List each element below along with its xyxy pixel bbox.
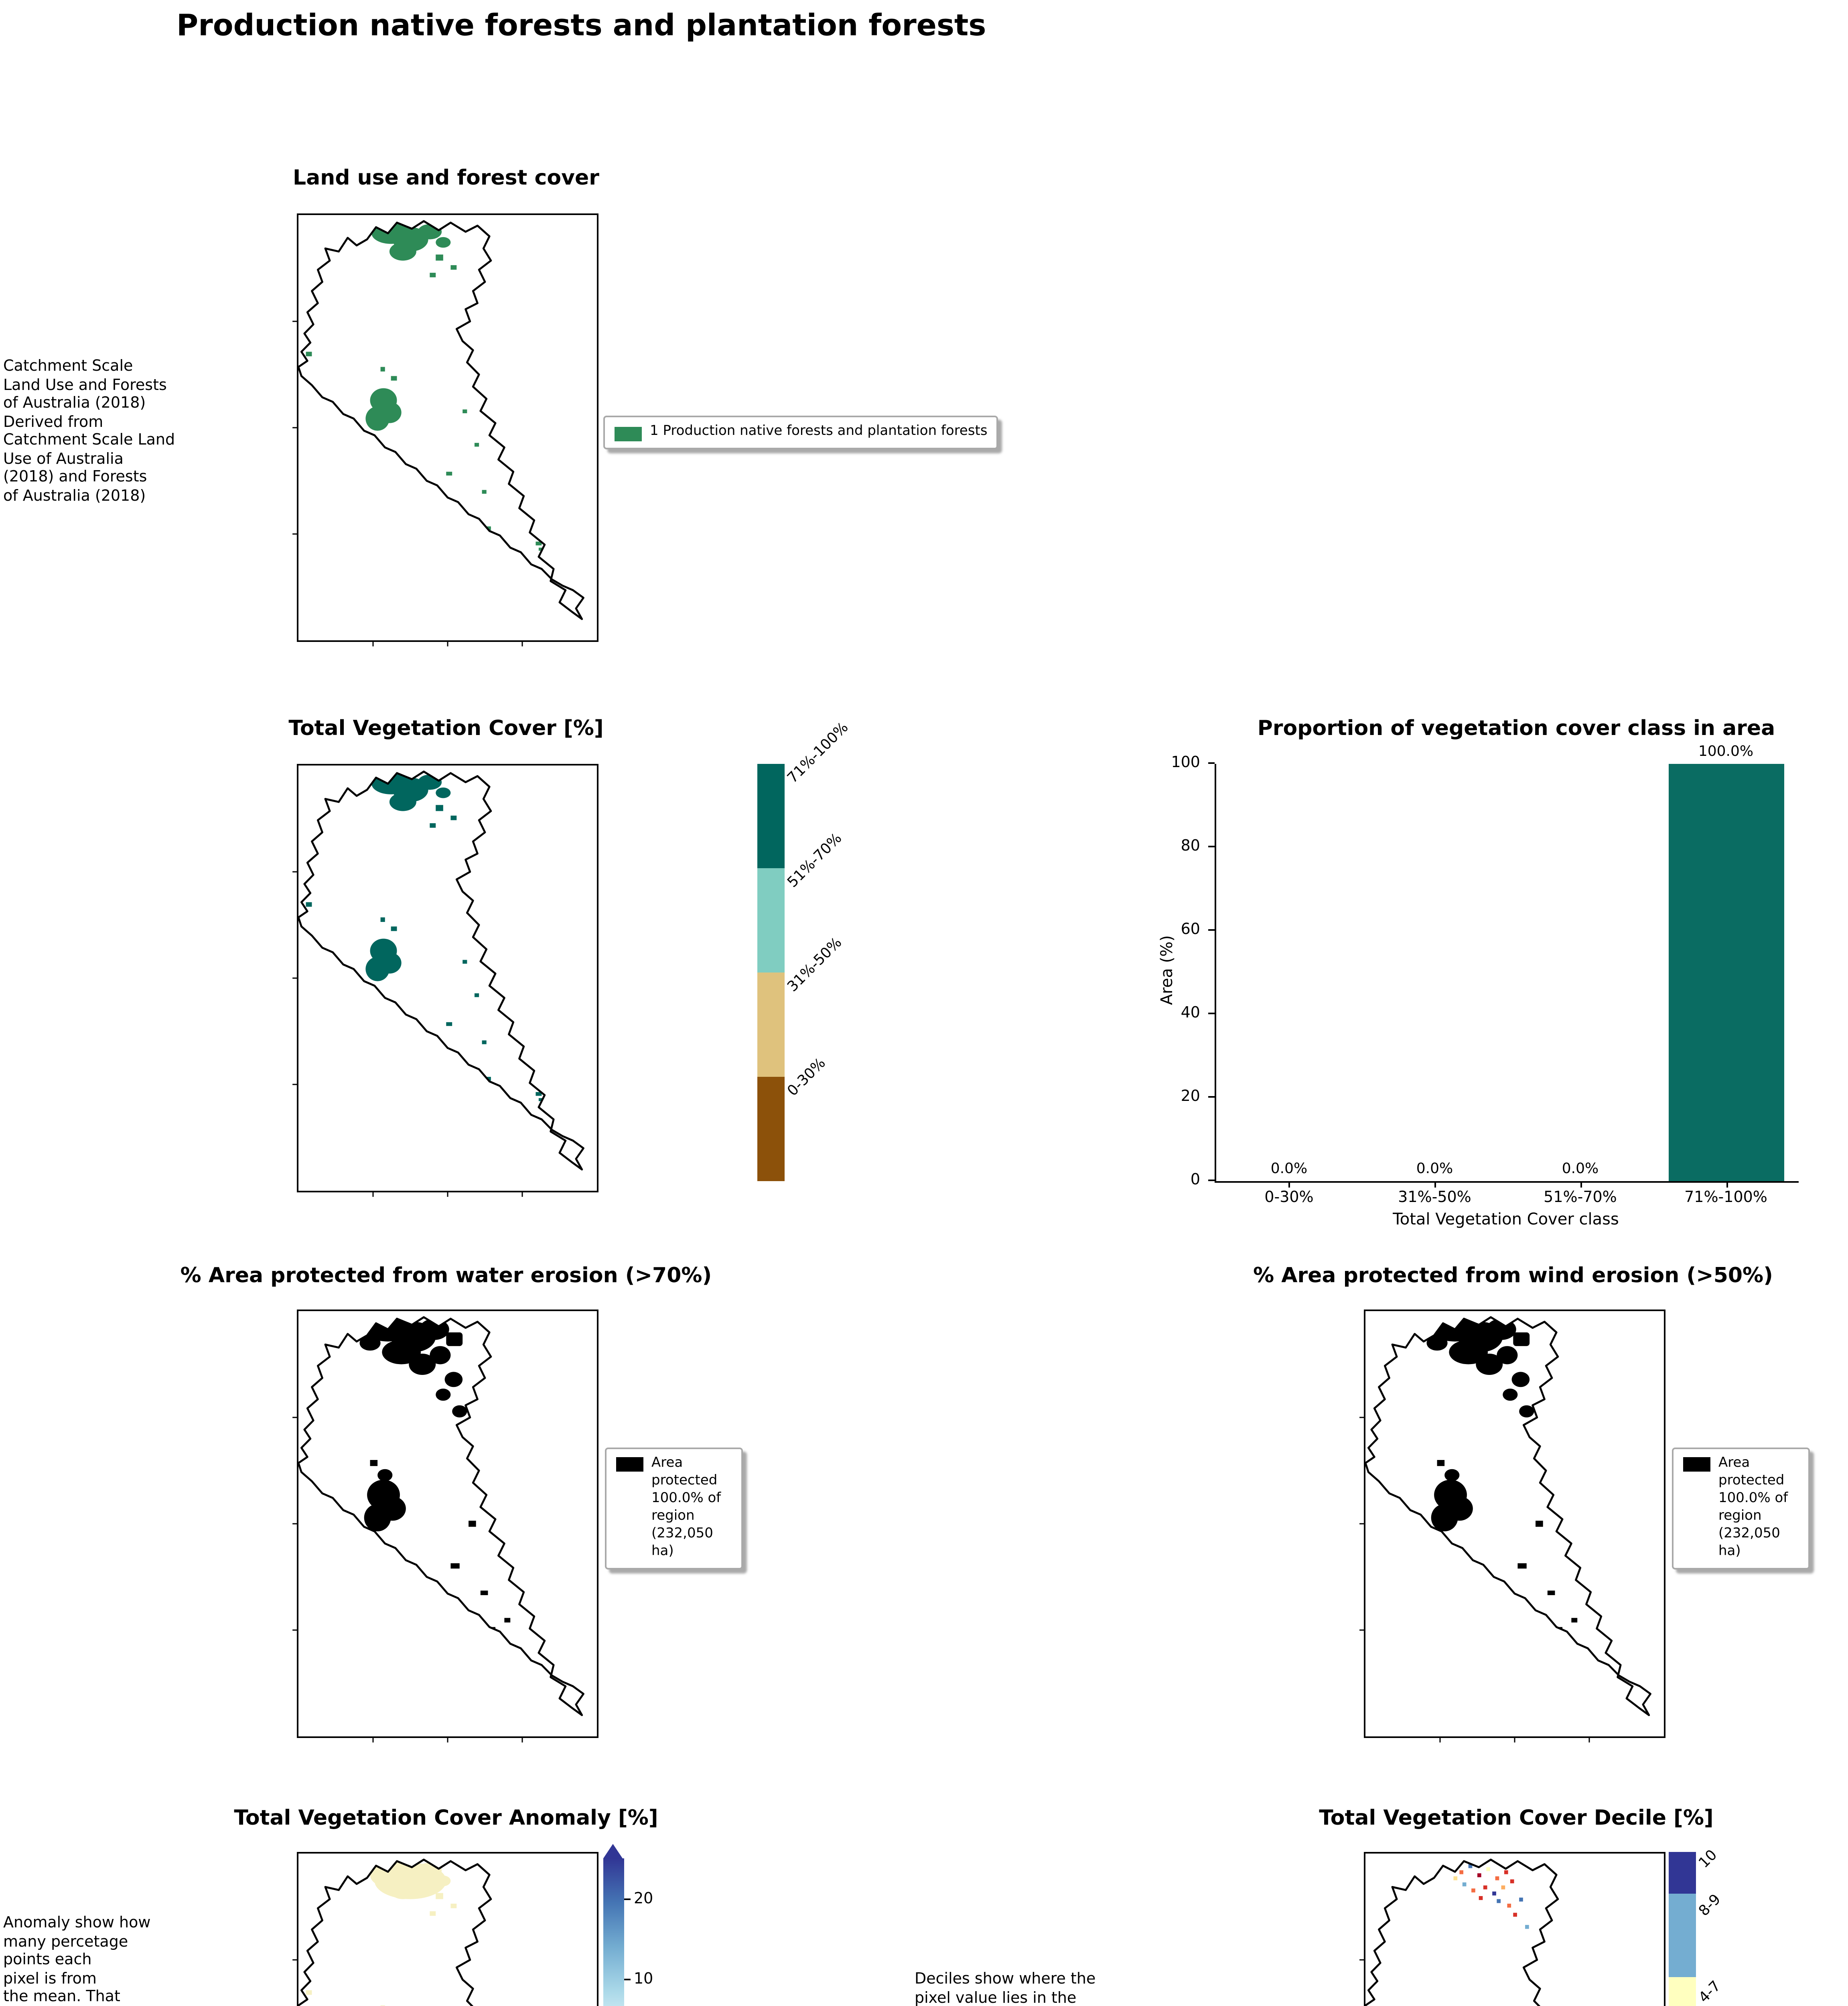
- veg-class-label-0-30: 0-30%: [785, 1056, 830, 1100]
- water-legend-text: Area protected 100.0% of region (232,050…: [651, 1456, 721, 1560]
- xtickmark: [1580, 1181, 1582, 1188]
- bar-slot-71-100: 100.0% 71%-100%: [1653, 745, 1799, 1207]
- colorbar-seg-31-50: [757, 973, 785, 1077]
- decile-seg-4-7: [1669, 1977, 1696, 2006]
- veg-class-label-31-50: 31%-50%: [785, 935, 846, 996]
- xcat-0-30: 0-30%: [1264, 1189, 1314, 1207]
- xtickmark: [1726, 1181, 1728, 1188]
- anomaly-tickmark: [624, 1979, 630, 1980]
- wind-erosion-map: [1359, 1310, 1665, 1743]
- decile-seg-8-9: [1669, 1894, 1696, 1977]
- bar-value-31-50: 0.0%: [1416, 1162, 1453, 1178]
- decile-note: Deciles show where the pixel value lies …: [915, 1971, 1096, 2006]
- ytickmark: [1208, 929, 1215, 931]
- decile-map: [1359, 1852, 1665, 2006]
- bar-slot-0-30: 0.0% 0-30%: [1216, 764, 1362, 1207]
- colorbar-seg-0-30: [757, 1077, 785, 1181]
- veg-class-label-51-70: 51%-70%: [785, 831, 846, 892]
- protected-swatch-icon: [1683, 1457, 1710, 1472]
- decile-colorbar: [1669, 1852, 1696, 2006]
- proportion-chart-plot: 0.0% 0-30% 0.0% 31%-50% 0.0% 51%-70% 100…: [1215, 745, 1799, 1207]
- ytickmark: [1208, 1096, 1215, 1098]
- veg-cover-colorbar: [757, 764, 785, 1181]
- decile-title: Total Vegetation Cover Decile [%]: [1319, 1807, 1714, 1831]
- decile-seg-10: [1669, 1852, 1696, 1894]
- anomaly-title: Total Vegetation Cover Anomaly [%]: [234, 1807, 658, 1831]
- wind-erosion-title: % Area protected from wind erosion (>50%…: [1253, 1265, 1773, 1289]
- catchment-area: [1365, 1860, 1651, 2006]
- ytick-80: 80: [1181, 838, 1200, 855]
- decile-label-4-7: 4-7: [1696, 1979, 1725, 2006]
- bar-value-71-100: 100.0%: [1698, 745, 1754, 761]
- land-use-legend-label: 1 Production native forests and plantati…: [650, 424, 988, 440]
- anomaly-tickmark: [624, 1898, 630, 1900]
- anomaly-tick-20: 20: [634, 1890, 653, 1908]
- xcat-51-70: 51%-70%: [1544, 1189, 1617, 1207]
- anomaly-colorbar-top-arrow-icon: [603, 1844, 623, 1858]
- bar-value-0-30: 0.0%: [1270, 1162, 1308, 1178]
- bar-slot-51-70: 0.0% 51%-70%: [1507, 764, 1653, 1207]
- anomaly-tick-10: 10: [634, 1971, 653, 1988]
- anomaly-map: [292, 1852, 598, 2006]
- decile-label-8-9: 8-9: [1696, 1892, 1725, 1921]
- anomaly-colorbar: [603, 1858, 624, 2006]
- wind-legend-text: Area protected 100.0% of region (232,050…: [1718, 1456, 1788, 1560]
- land-use-title: Land use and forest cover: [293, 167, 599, 191]
- ytickmark: [1208, 1180, 1215, 1181]
- ytick-60: 60: [1181, 921, 1200, 939]
- bar-value-51-70: 0.0%: [1562, 1162, 1599, 1178]
- decile-label-10: 10: [1696, 1848, 1721, 1872]
- colorbar-seg-71-100: [757, 764, 785, 868]
- ytick-100: 100: [1171, 754, 1200, 772]
- ytickmark: [1208, 762, 1215, 764]
- wind-erosion-legend: Area protected 100.0% of region (232,050…: [1672, 1448, 1810, 1570]
- bar-slot-31-50: 0.0% 31%-50%: [1362, 764, 1507, 1207]
- forest-swatch-icon: [615, 426, 642, 441]
- land-use-map: [292, 213, 598, 647]
- xcat-31-50: 31%-50%: [1398, 1189, 1471, 1207]
- bar-71-100: [1668, 764, 1784, 1181]
- ytick-20: 20: [1181, 1088, 1200, 1106]
- water-erosion-title: % Area protected from water erosion (>70…: [180, 1265, 712, 1289]
- proportion-chart-title: Proportion of vegetation cover class in …: [1257, 717, 1775, 741]
- land-use-side-note: Catchment Scale Land Use and Forests of …: [3, 358, 175, 506]
- water-erosion-legend: Area protected 100.0% of region (232,050…: [605, 1448, 743, 1570]
- land-use-legend: 1 Production native forests and plantati…: [603, 416, 999, 450]
- colorbar-seg-51-70: [757, 868, 785, 973]
- page-title: Production native forests and plantation…: [176, 10, 986, 43]
- anomaly-note: Anomaly show how many percetage points e…: [3, 1915, 151, 2006]
- xtickmark: [1434, 1181, 1436, 1188]
- water-erosion-map: [292, 1310, 598, 1743]
- protected-swatch-icon: [616, 1457, 643, 1472]
- ytick-0: 0: [1190, 1172, 1200, 1189]
- ytickmark: [1208, 1013, 1215, 1014]
- xcat-71-100: 71%-100%: [1684, 1189, 1767, 1207]
- xtickmark: [1289, 1181, 1291, 1188]
- veg-cover-map: [292, 764, 598, 1198]
- veg-class-label-71-100: 71%-100%: [785, 720, 852, 788]
- veg-cover-title: Total Vegetation Cover [%]: [288, 717, 604, 741]
- proportion-xlabel: Total Vegetation Cover class: [1393, 1212, 1619, 1229]
- ytickmark: [1208, 846, 1215, 847]
- ytick-40: 40: [1181, 1005, 1200, 1022]
